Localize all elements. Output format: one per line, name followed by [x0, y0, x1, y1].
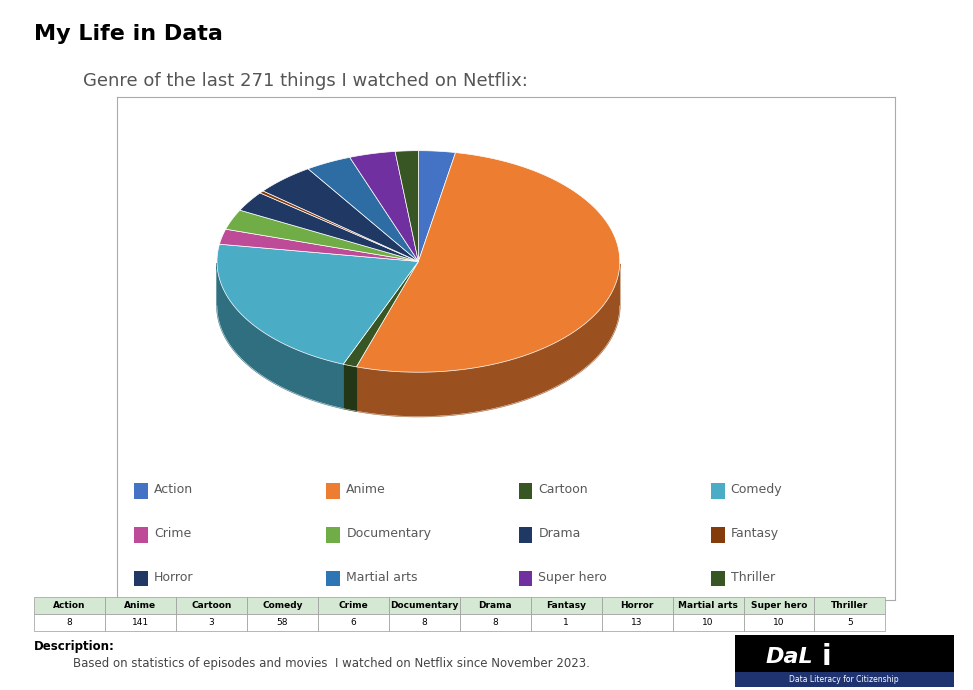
Polygon shape	[240, 193, 418, 262]
Text: i: i	[822, 642, 831, 671]
Text: 3: 3	[208, 618, 214, 627]
Text: Fantasy: Fantasy	[546, 601, 586, 610]
Bar	[735, 672, 954, 687]
Polygon shape	[260, 191, 418, 262]
Text: 58: 58	[276, 618, 288, 627]
Polygon shape	[220, 229, 418, 262]
Text: Cartoon: Cartoon	[192, 601, 232, 610]
Text: 13: 13	[631, 618, 643, 627]
Text: Horror: Horror	[154, 571, 194, 584]
Text: Thriller: Thriller	[731, 571, 775, 584]
Polygon shape	[263, 169, 418, 262]
Text: Data Literacy for Citizenship: Data Literacy for Citizenship	[789, 675, 899, 684]
Bar	[318, 614, 389, 631]
Text: Crime: Crime	[339, 601, 368, 610]
Bar	[672, 614, 743, 631]
Bar	[134, 483, 148, 499]
Bar	[814, 614, 885, 631]
Polygon shape	[395, 150, 418, 262]
Polygon shape	[349, 151, 418, 262]
Bar	[519, 571, 532, 586]
Polygon shape	[217, 263, 343, 408]
Text: Action: Action	[154, 483, 194, 496]
Bar	[389, 597, 460, 614]
Bar	[134, 527, 148, 542]
Bar	[460, 597, 530, 614]
Text: Super hero: Super hero	[751, 601, 808, 610]
Text: Martial arts: Martial arts	[346, 571, 417, 584]
Text: Genre of the last 271 things I watched on Netflix:: Genre of the last 271 things I watched o…	[83, 72, 527, 90]
Text: 1: 1	[563, 618, 569, 627]
Bar	[176, 614, 247, 631]
Polygon shape	[343, 364, 356, 411]
Polygon shape	[356, 264, 620, 417]
Bar	[326, 571, 341, 586]
Bar	[389, 614, 460, 631]
Polygon shape	[343, 262, 418, 367]
Text: 10: 10	[774, 618, 785, 627]
Bar	[326, 527, 341, 542]
Text: 8: 8	[67, 618, 72, 627]
Bar	[519, 527, 532, 542]
Bar	[814, 597, 885, 614]
Text: Thriller: Thriller	[831, 601, 869, 610]
Bar	[247, 597, 318, 614]
Bar	[34, 597, 105, 614]
Text: Based on statistics of episodes and movies  I watched on Netflix since November : Based on statistics of episodes and movi…	[73, 657, 590, 670]
Text: Drama: Drama	[538, 527, 581, 540]
Text: Documentary: Documentary	[346, 527, 431, 540]
Polygon shape	[226, 210, 418, 262]
Bar	[34, 614, 105, 631]
Text: Drama: Drama	[479, 601, 512, 610]
Bar	[601, 614, 672, 631]
Text: 8: 8	[421, 618, 427, 627]
Text: Anime: Anime	[125, 601, 157, 610]
Text: Description:: Description:	[34, 640, 115, 653]
Polygon shape	[356, 152, 620, 372]
Polygon shape	[308, 157, 418, 262]
Text: Fantasy: Fantasy	[731, 527, 778, 540]
Text: 10: 10	[703, 618, 714, 627]
Bar	[743, 597, 814, 614]
Bar	[105, 614, 176, 631]
Bar	[672, 597, 743, 614]
Bar	[601, 597, 672, 614]
Text: Comedy: Comedy	[262, 601, 303, 610]
Bar	[247, 614, 318, 631]
Bar	[326, 483, 341, 499]
Text: My Life in Data: My Life in Data	[34, 24, 223, 44]
Bar	[710, 527, 725, 542]
Bar	[105, 597, 176, 614]
Text: Martial arts: Martial arts	[678, 601, 738, 610]
Text: Super hero: Super hero	[538, 571, 607, 584]
Text: 141: 141	[132, 618, 149, 627]
Text: Crime: Crime	[154, 527, 192, 540]
Bar	[710, 483, 725, 499]
Text: Comedy: Comedy	[731, 483, 782, 496]
Bar	[530, 614, 601, 631]
Text: 8: 8	[492, 618, 498, 627]
Polygon shape	[418, 150, 455, 262]
Polygon shape	[217, 244, 418, 364]
Text: DaL: DaL	[766, 647, 813, 667]
Text: Anime: Anime	[346, 483, 386, 496]
Text: Cartoon: Cartoon	[538, 483, 588, 496]
Text: Horror: Horror	[621, 601, 654, 610]
Bar	[710, 571, 725, 586]
Bar	[318, 597, 389, 614]
Bar	[460, 614, 530, 631]
Text: 5: 5	[847, 618, 852, 627]
Bar	[519, 483, 532, 499]
Bar	[530, 597, 601, 614]
Text: 6: 6	[350, 618, 356, 627]
Text: Documentary: Documentary	[390, 601, 458, 610]
Bar	[743, 614, 814, 631]
Bar	[134, 571, 148, 586]
Text: Action: Action	[54, 601, 86, 610]
Bar	[176, 597, 247, 614]
